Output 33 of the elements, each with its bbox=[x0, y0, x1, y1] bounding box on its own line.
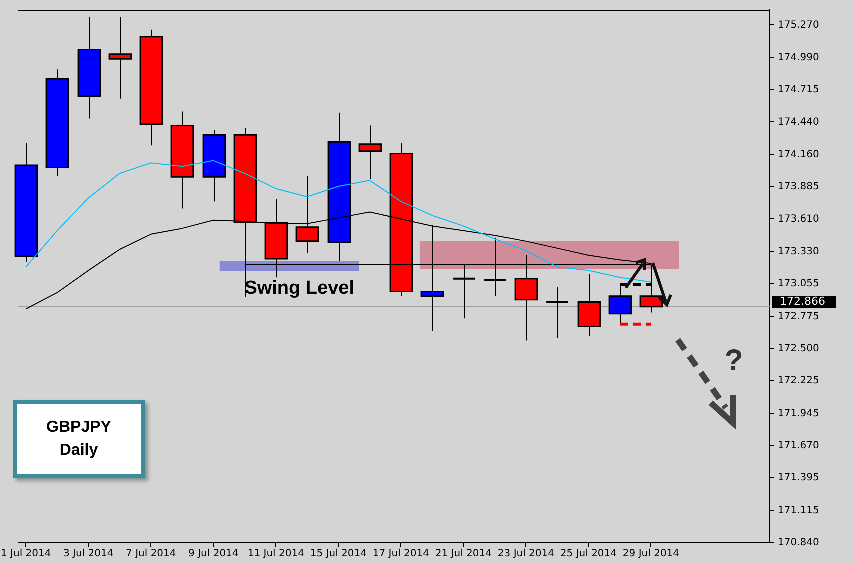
x-tick-label: 29 Jul 2014 bbox=[622, 548, 680, 560]
ref-line-label: 172.866 bbox=[780, 295, 826, 308]
x-tick-label: 17 Jul 2014 bbox=[372, 548, 430, 560]
x-tick-label: 23 Jul 2014 bbox=[498, 548, 555, 560]
y-tick-label: 172.225 bbox=[778, 376, 820, 387]
y-tick-label: 171.115 bbox=[778, 505, 820, 516]
candlestick bbox=[546, 286, 570, 339]
y-tick-label: 174.990 bbox=[778, 52, 820, 64]
x-tick-label: 9 Jul 2014 bbox=[188, 548, 239, 560]
x-tick-label: 11 Jul 2014 bbox=[248, 548, 304, 560]
band-label: Swing Level bbox=[244, 278, 355, 299]
x-tick-label: 7 Jul 2014 bbox=[126, 548, 176, 560]
title-box: GBPJPY Daily bbox=[13, 400, 145, 478]
y-tick-label: 173.330 bbox=[778, 246, 820, 258]
y-tick-label: 172.775 bbox=[778, 311, 820, 322]
x-tick-label: 3 Jul 2014 bbox=[64, 548, 114, 560]
y-tick-label: 174.715 bbox=[778, 84, 820, 96]
y-tick-label: 173.610 bbox=[778, 214, 820, 225]
x-tick-label: 15 Jul 2014 bbox=[310, 548, 367, 560]
y-tick-label: 174.160 bbox=[778, 150, 820, 161]
y-tick-label: 175.270 bbox=[778, 20, 820, 31]
y-tick-label: 171.945 bbox=[778, 408, 820, 420]
text: ? bbox=[724, 344, 744, 378]
x-tick-label: 21 Jul 2014 bbox=[435, 548, 492, 560]
y-tick-label: 174.440 bbox=[778, 116, 820, 128]
y-tick-label: 173.055 bbox=[778, 278, 820, 290]
y-tick-label: 170.840 bbox=[778, 538, 820, 549]
y-tick-label: 173.885 bbox=[778, 182, 820, 193]
x-tick-label: 25 Jul 2014 bbox=[560, 548, 618, 560]
y-tick-label: 171.395 bbox=[778, 472, 820, 484]
y-tick-label: 171.670 bbox=[778, 440, 820, 452]
x-tick-label: 1 Jul 2014 bbox=[1, 548, 52, 560]
y-tick-label: 172.500 bbox=[778, 344, 820, 355]
